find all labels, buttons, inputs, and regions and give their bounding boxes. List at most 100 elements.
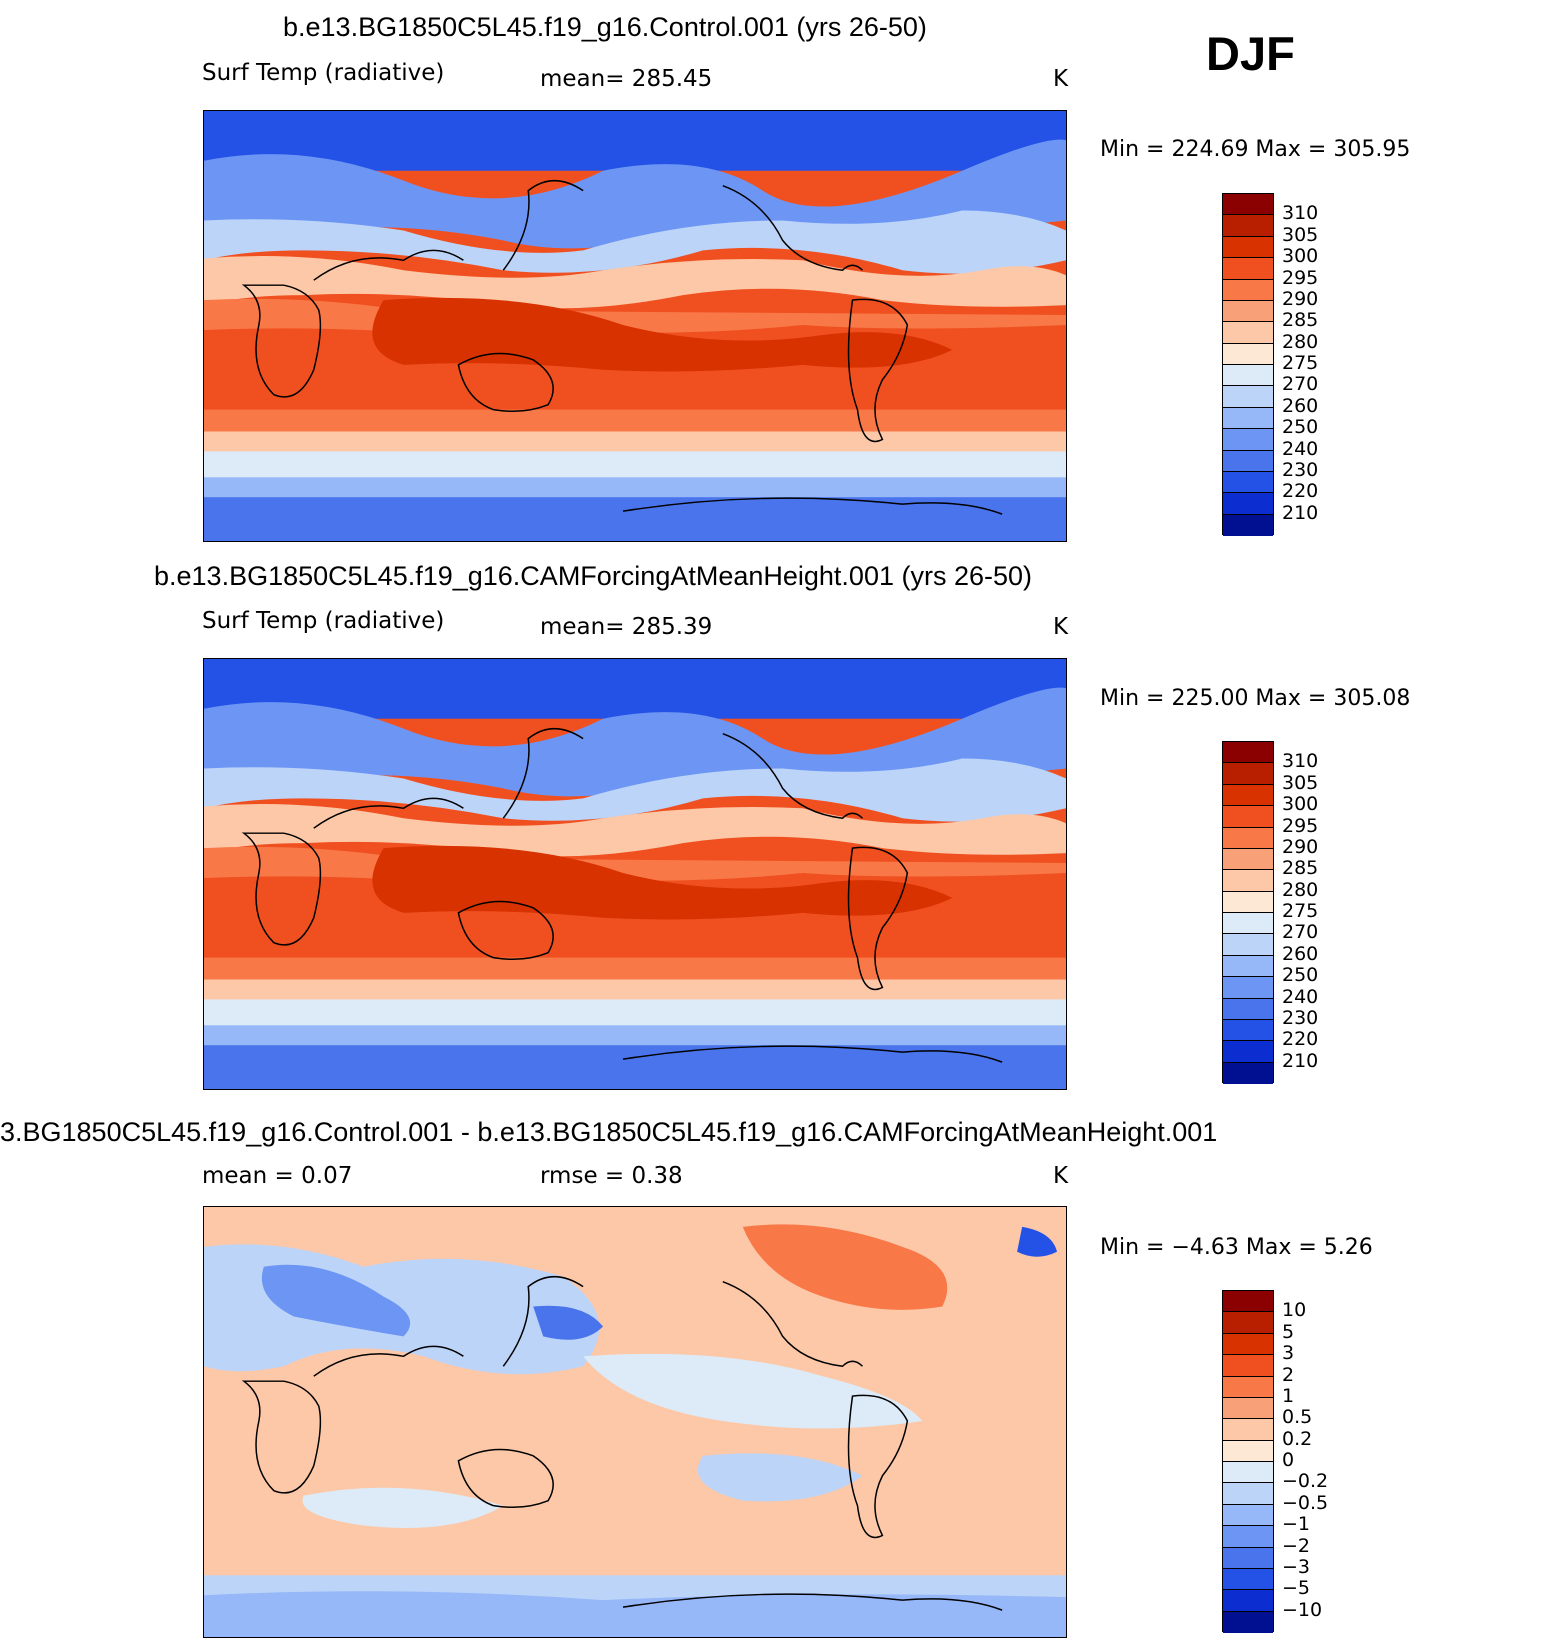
colorbar-tick-label: 220 [1282, 1028, 1319, 1051]
colorbar-swatch [1223, 913, 1273, 935]
panel-3-colorbar [1222, 1290, 1274, 1633]
colorbar-swatch [1223, 891, 1273, 913]
colorbar-swatch [1223, 1462, 1273, 1484]
panel-1-colorbar-labels: 310 305 300 295 290 285 280 275 270 260 250 240 230 2… [1282, 193, 1362, 535]
colorbar-swatch [1223, 215, 1273, 237]
panel-2-minmax: Min = 225.00 Max = 305.08 [1100, 686, 1411, 711]
colorbar-tick-label: 0 [1282, 1449, 1295, 1471]
colorbar-swatch [1223, 322, 1273, 344]
panel-1-title: b.e13.BG1850C5L45.f19_g16.Control.001 (y… [283, 12, 927, 42]
colorbar-swatch [1223, 1440, 1273, 1462]
panel-1-colorbar [1222, 193, 1274, 536]
panel-1-mean: mean= 285.45 [540, 66, 713, 92]
colorbar-swatch [1223, 365, 1273, 387]
colorbar-swatch [1223, 258, 1273, 280]
colorbar-tick-label: 210 [1282, 501, 1319, 524]
colorbar-swatch [1223, 806, 1273, 828]
colorbar-swatch [1223, 471, 1273, 494]
colorbar-tick-label: 240 [1282, 437, 1319, 460]
panel-2-colorbar-labels: 310 305 300 295 290 285 280 275 270 260 250 240 230 2… [1282, 741, 1362, 1083]
colorbar-tick-label: −3 [1282, 1555, 1311, 1578]
colorbar-swatch [1223, 1019, 1273, 1042]
panel-3-mean: mean = 0.07 [202, 1163, 353, 1189]
colorbar-tick-label: 0.2 [1282, 1427, 1313, 1450]
map-field-absolute [204, 111, 1066, 541]
coastline-lines [241, 179, 1003, 515]
map-field-difference [204, 1207, 1066, 1637]
colorbar-tick-label: −0.2 [1282, 1470, 1329, 1493]
panel-1-minmax: Min = 224.69 Max = 305.95 [1100, 137, 1411, 162]
colorbar-tick-label: −2 [1282, 1534, 1311, 1557]
colorbar-swatch [1223, 763, 1273, 785]
colorbar-swatch [1223, 1504, 1273, 1527]
colorbar-swatch [1223, 1526, 1273, 1548]
colorbar-swatch [1223, 955, 1273, 978]
colorbar-swatch [1223, 1611, 1273, 1633]
colorbar-tick-label: 295 [1282, 814, 1319, 837]
colorbar-tick-label: 290 [1282, 287, 1319, 310]
colorbar-swatch [1223, 1355, 1273, 1377]
colorbar-tick-label: 295 [1282, 266, 1319, 289]
coastline-lines [241, 1275, 1003, 1611]
colorbar-tick-label: 275 [1282, 900, 1319, 922]
panel-3-title: 3.BG1850C5L45.f19_g16.Control.001 - b.e1… [0, 1117, 1218, 1147]
colorbar-tick-label: 270 [1282, 373, 1319, 396]
colorbar-tick-label: 290 [1282, 835, 1319, 858]
colorbar-tick-label: −5 [1282, 1577, 1311, 1600]
colorbar-swatch [1223, 870, 1273, 892]
panel-1-map [203, 110, 1067, 542]
colorbar-swatch [1223, 1419, 1273, 1441]
colorbar-tick-label: 270 [1282, 921, 1319, 944]
panel-2-colorbar [1222, 741, 1274, 1084]
colorbar-swatch [1223, 236, 1273, 259]
colorbar-tick-label: 310 [1282, 202, 1319, 225]
colorbar-swatch [1223, 1590, 1273, 1612]
colorbar-swatch [1223, 1333, 1273, 1356]
colorbar-swatch [1223, 429, 1273, 451]
colorbar-tick-label: −1 [1282, 1513, 1311, 1536]
colorbar-swatch [1223, 343, 1273, 365]
panel-3-rmse: rmse = 0.38 [540, 1163, 683, 1189]
colorbar-swatch [1223, 1483, 1273, 1505]
colorbar-swatch [1223, 848, 1273, 871]
panel-2-variable: Surf Temp (radiative) [202, 608, 445, 634]
colorbar-tick-label: 250 [1282, 964, 1319, 987]
panel-1-units: K [1053, 66, 1069, 92]
colorbar-tick-label: 250 [1282, 416, 1319, 439]
colorbar-swatch [1223, 1062, 1273, 1084]
colorbar-swatch [1223, 407, 1273, 430]
colorbar-tick-label: 3 [1282, 1342, 1295, 1365]
colorbar-tick-label: 2 [1282, 1363, 1295, 1386]
map-field-absolute [204, 659, 1066, 1089]
colorbar-swatch [1223, 1312, 1273, 1334]
colorbar-tick-label: −10 [1282, 1598, 1323, 1621]
colorbar-tick-label: 310 [1282, 750, 1319, 773]
colorbar-swatch [1223, 279, 1273, 301]
panel-3-colorbar-labels: 10 5 3 2 1 0.5 0.2 0 −0.2 −0.5 −1 −2 −3 −5 −10 [1282, 1290, 1362, 1632]
colorbar-tick-label: 5 [1282, 1320, 1295, 1343]
colorbar-tick-label: 210 [1282, 1049, 1319, 1072]
colorbar-tick-label: 260 [1282, 942, 1319, 965]
panel-3-map [203, 1206, 1067, 1638]
colorbar-tick-label: 240 [1282, 985, 1319, 1008]
panel-3-units: K [1053, 1163, 1069, 1189]
colorbar-tick-label: 0.5 [1282, 1406, 1313, 1429]
colorbar-tick-label: 1 [1282, 1384, 1295, 1407]
panel-2-mean: mean= 285.39 [540, 614, 713, 640]
colorbar-swatch [1223, 998, 1273, 1020]
colorbar-tick-label: 305 [1282, 223, 1319, 246]
colorbar-tick-label: 230 [1282, 458, 1319, 481]
colorbar-tick-label: 280 [1282, 878, 1319, 901]
coastline-lines [241, 727, 1003, 1063]
panel-2-map [203, 658, 1067, 1090]
colorbar-swatch [1223, 1397, 1273, 1420]
colorbar-swatch [1223, 1291, 1273, 1313]
colorbar-swatch [1223, 450, 1273, 472]
colorbar-tick-label: 275 [1282, 352, 1319, 374]
colorbar-swatch [1223, 784, 1273, 807]
colorbar-tick-label: 280 [1282, 330, 1319, 353]
colorbar-swatch [1223, 300, 1273, 323]
colorbar-tick-label: 285 [1282, 857, 1319, 880]
colorbar-tick-label: 285 [1282, 309, 1319, 332]
colorbar-swatch [1223, 1547, 1273, 1569]
